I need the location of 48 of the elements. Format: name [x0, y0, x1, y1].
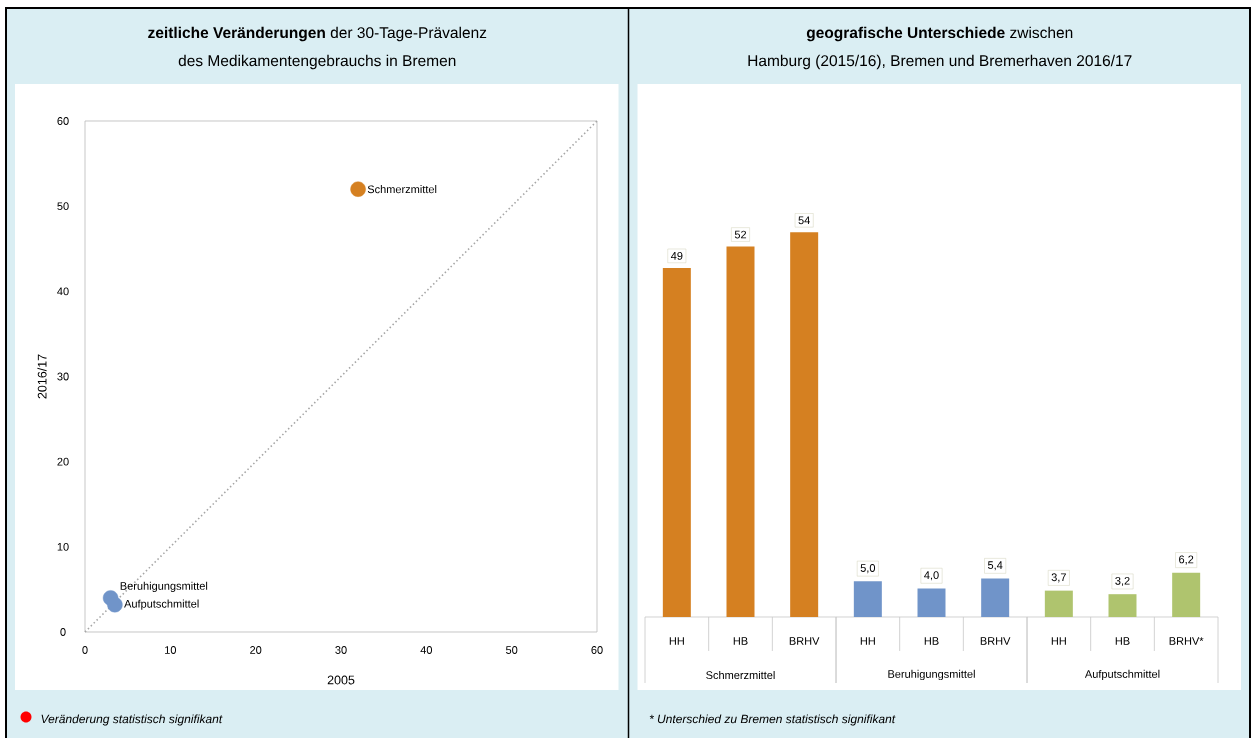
y-tick-label: 10	[57, 542, 69, 551]
x-tick-label: 30	[335, 646, 347, 654]
y-tick-label: 60	[57, 117, 69, 125]
x-tick-label: HH	[860, 637, 875, 645]
y-tick-label: 30	[57, 372, 69, 381]
x-axis-title: Beruhigungsmittel	[888, 669, 975, 681]
x-tick-label: HB	[1115, 637, 1130, 645]
x-axis-title: Schmerzmittel	[706, 670, 775, 680]
data-label: 3,7	[1051, 573, 1066, 583]
series-label: Aufputschmittel	[124, 599, 199, 610]
x-tick-label: BRHV*	[1169, 637, 1204, 645]
data-label: 4,0	[924, 571, 939, 581]
point	[107, 597, 123, 613]
x-tick-label: HB	[733, 637, 748, 645]
y-axis-title: 2016/17	[37, 354, 47, 399]
x-tick-label: HH	[669, 637, 684, 645]
text: Veränderung statistisch signifikant	[41, 714, 223, 726]
y-tick-label: 20	[57, 457, 69, 466]
x-tick-label: 50	[505, 646, 518, 654]
x-tick-label: 60	[591, 646, 603, 654]
point	[350, 181, 366, 197]
data-label: 54	[798, 216, 810, 225]
x-axis-title: 2005	[327, 675, 355, 685]
x-tick-label: 0	[82, 646, 88, 654]
x-tick-label: HH	[1051, 637, 1066, 645]
y-tick-label: 50	[57, 202, 69, 211]
x-tick-label: HB	[924, 637, 939, 645]
data-label: 52	[734, 230, 747, 239]
x-tick-label: BRHV	[789, 637, 820, 645]
data-label: 6,2	[1179, 555, 1194, 565]
text: geografische Unterschiede zwischen	[806, 26, 1073, 42]
data-label: 5,0	[860, 564, 876, 574]
x-tick-label: 10	[165, 646, 177, 654]
text: * Unterschied zu Bremen statistisch signifikant	[649, 714, 896, 726]
x-tick-label: BRHV	[980, 637, 1011, 645]
series-label: Schmerzmittel	[367, 185, 437, 194]
x-axis-title: Aufputschmittel	[1084, 669, 1160, 681]
series-label: Beruhigungsmittel	[120, 581, 208, 593]
y-tick-label: 0	[60, 628, 66, 636]
x-tick-label: 20	[250, 646, 262, 654]
data-label: 49	[670, 252, 683, 260]
text: Hamburg (2015/16), Bremen und Bremerhaven 2016/17	[748, 54, 1132, 70]
chart-title: zeitliche Veränderungen der 30-Tage-Prävalenz	[148, 26, 487, 42]
x-tick-label: 40	[420, 646, 433, 654]
y-tick-label: 40	[57, 287, 69, 296]
data-label: 3,2	[1115, 576, 1130, 586]
data-label: 5,4	[987, 561, 1003, 571]
chart-subtitle: des Medikamentengebrauchs in Bremen	[178, 54, 456, 70]
